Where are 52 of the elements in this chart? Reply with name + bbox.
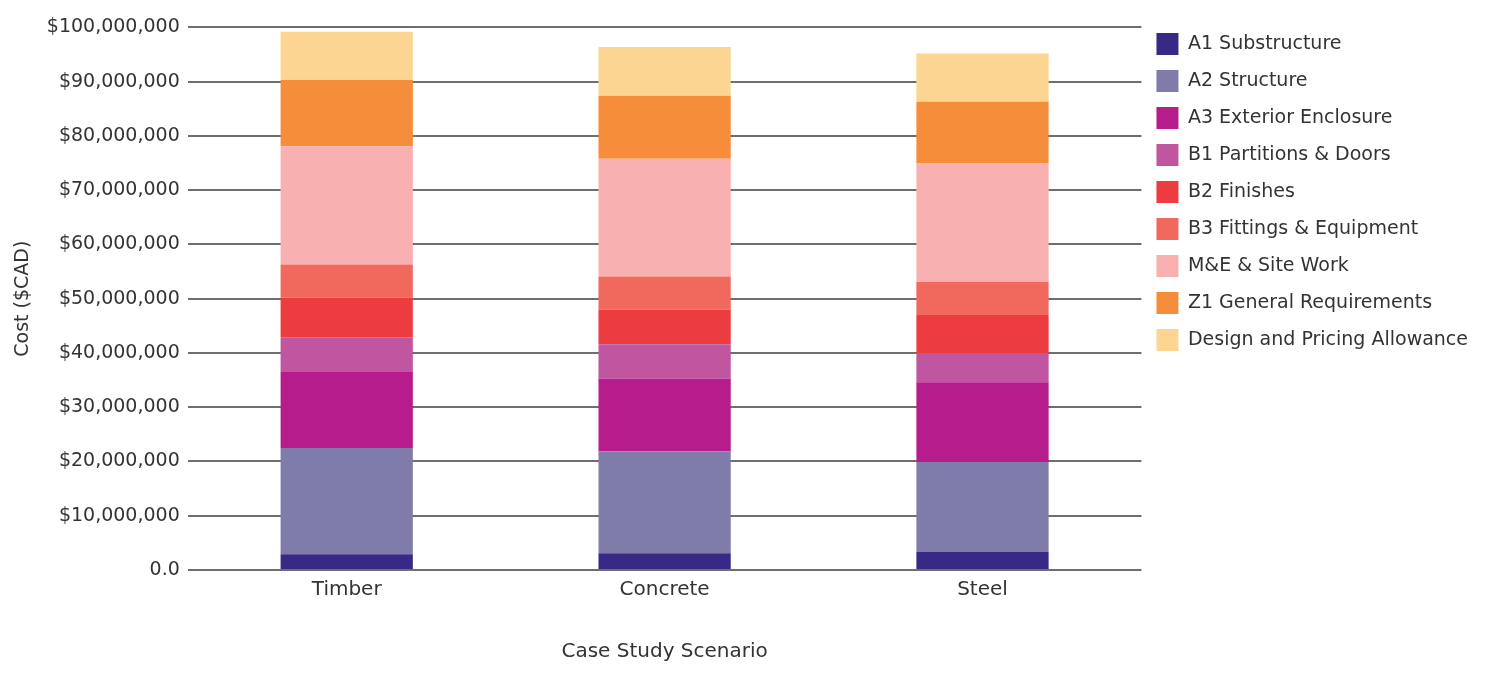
bar: [280, 264, 413, 298]
x-tick-label: Steel: [957, 576, 1008, 601]
bar: [280, 31, 413, 81]
bar: [916, 53, 1049, 102]
bar: [916, 281, 1049, 315]
bar: [916, 163, 1049, 282]
legend-label: Design and Pricing Allowance: [1187, 326, 1468, 349]
bar: [916, 352, 1049, 383]
bar: [280, 297, 413, 338]
y-tick-label: 0.0: [149, 556, 180, 579]
y-tick-label: $80,000,000: [58, 122, 180, 145]
bar: [598, 451, 731, 554]
legend-label: B3 Fittings & Equipment: [1187, 215, 1419, 238]
bar: [598, 378, 731, 452]
bar: [280, 337, 413, 372]
bar: [598, 309, 731, 345]
bar: [280, 447, 413, 555]
x-tick-label: Timber: [310, 576, 383, 601]
y-tick-label: $90,000,000: [58, 68, 180, 91]
bar: [280, 554, 413, 569]
bar: [598, 276, 731, 310]
bar: [916, 101, 1049, 164]
y-tick-label: $20,000,000: [58, 448, 180, 471]
legend-label: M&E & Site Work: [1187, 252, 1349, 275]
bar: [916, 552, 1049, 569]
bar: [916, 382, 1049, 463]
y-tick-label: $30,000,000: [58, 394, 180, 417]
bar: [280, 371, 413, 448]
x-axis-title: Case Study Scenario: [561, 638, 768, 663]
bar: [598, 46, 731, 96]
x-tick-label: Concrete: [619, 576, 710, 601]
legend-label: A2 Structure: [1187, 67, 1308, 90]
legend-label: A1 Substructure: [1187, 30, 1342, 53]
y-tick-label: $70,000,000: [58, 177, 180, 200]
y-tick-label: $10,000,000: [58, 502, 180, 525]
bar: [598, 344, 731, 379]
y-tick-label: $50,000,000: [58, 285, 180, 308]
bar: [598, 553, 731, 569]
bar: [598, 158, 731, 277]
legend-label: B1 Partitions & Doors: [1187, 141, 1391, 164]
y-tick-label: $40,000,000: [58, 339, 180, 362]
bar: [916, 462, 1049, 553]
legend-label: B2 Finishes: [1187, 178, 1295, 201]
y-tick-label: $60,000,000: [58, 231, 180, 254]
y-axis-title: Cost ($CAD): [10, 240, 33, 357]
bar: [280, 80, 413, 147]
bar: [598, 95, 731, 159]
bar: [916, 314, 1049, 353]
legend-label: Z1 General Requirements: [1187, 289, 1433, 312]
bar: [280, 146, 413, 265]
legend-label: A3 Exterior Enclosure: [1187, 104, 1393, 127]
y-tick-label: $100,000,000: [46, 14, 180, 37]
